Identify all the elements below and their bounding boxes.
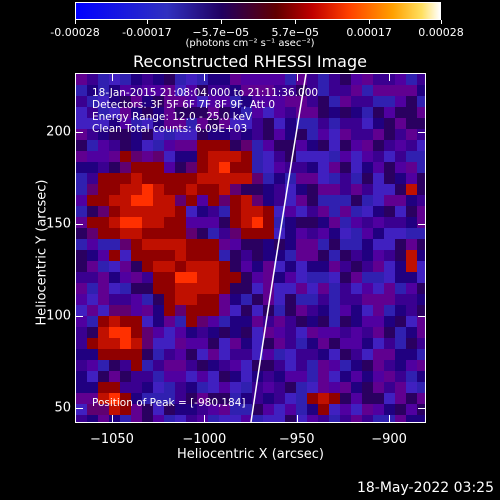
x-tick	[204, 73, 206, 81]
y-tick	[75, 224, 83, 226]
colorbar-tick	[75, 20, 76, 24]
x-tick-label: −950	[278, 432, 315, 447]
colorbar-tick-label: -0.00028	[50, 26, 100, 39]
x-tick-label: −1050	[89, 432, 134, 447]
y-tick-label: 200	[46, 124, 71, 140]
colorbar-tick	[441, 20, 442, 24]
info-detectors: Detectors: 3F 5F 6F 7F 8F 9F, Att 0	[92, 99, 276, 111]
x-tick	[296, 73, 298, 81]
x-tick-label: −900	[371, 432, 407, 447]
y-tick-label: 150	[46, 216, 71, 232]
x-tick	[111, 73, 113, 81]
solar-limb-line	[250, 74, 307, 422]
colorbar-unit-label: (photons cm⁻² s⁻¹ asec⁻²)	[185, 38, 315, 49]
info-time-range: 18-Jan-2015 21:08:04.000 to 21:11:36.000	[92, 87, 319, 99]
x-tick	[204, 415, 206, 423]
x-tick	[389, 415, 391, 423]
timestamp: 18-May-2022 03:25	[356, 480, 494, 496]
colorbar-tick-label: 0.00028	[418, 26, 464, 39]
y-tick	[418, 131, 426, 133]
colorbar-tick	[369, 20, 371, 24]
colorbar-tick-label: −5.7e−05	[192, 26, 250, 39]
peak-position-label: Position of Peak = [-980,184]	[92, 397, 246, 409]
y-axis-label: Heliocentric Y (arcsec)	[34, 179, 50, 326]
colorbar-tick	[220, 20, 222, 24]
x-tick	[296, 415, 298, 423]
y-tick	[75, 316, 83, 318]
colorbar	[75, 2, 441, 20]
colorbar-tick-label: 5.7e−05	[271, 26, 319, 39]
colorbar-tick-label: -0.00017	[122, 26, 172, 39]
x-tick-label: −1000	[182, 432, 227, 447]
info-clean-counts: Clean Total counts: 6.09E+03	[92, 123, 248, 135]
x-tick	[389, 73, 391, 81]
y-tick	[418, 316, 426, 318]
y-tick-label: 100	[46, 308, 71, 324]
y-tick	[75, 408, 83, 410]
colorbar-gradient	[76, 3, 440, 19]
plot-title: Reconstructed RHESSI Image	[133, 52, 367, 71]
y-tick-label: 50	[54, 400, 71, 416]
info-energy-range: Energy Range: 12.0 - 25.0 keV	[92, 111, 253, 123]
y-tick	[418, 224, 426, 226]
colorbar-tick-label: 0.00017	[346, 26, 392, 39]
colorbar-tick	[295, 20, 297, 24]
y-tick	[418, 408, 426, 410]
x-tick	[111, 415, 113, 423]
y-tick	[75, 131, 83, 133]
colorbar-tick	[146, 20, 148, 24]
x-axis-label: Heliocentric X (arcsec)	[177, 447, 324, 462]
